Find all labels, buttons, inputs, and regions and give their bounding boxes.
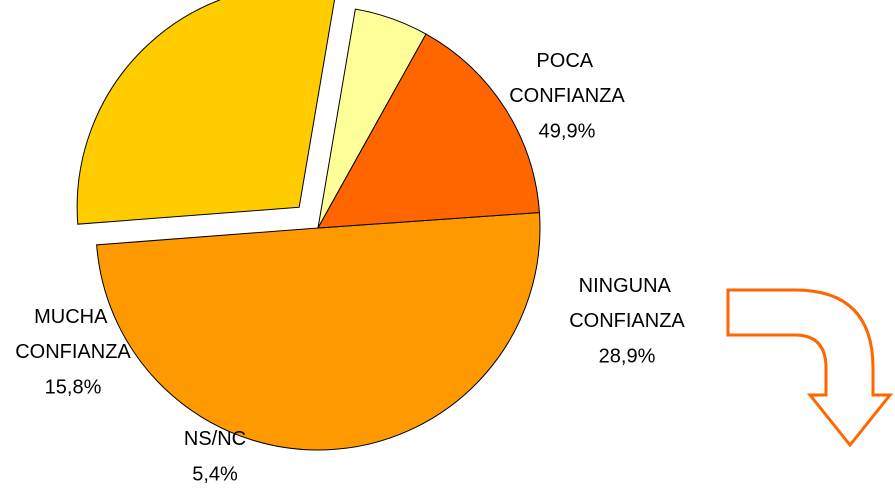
value-label: 15,8% xyxy=(45,376,102,398)
pie-slice xyxy=(76,0,336,225)
pie-slice xyxy=(317,33,540,229)
slice-label: NS/NC xyxy=(184,428,246,450)
pie-slice xyxy=(96,211,541,451)
value-label: 5,4% xyxy=(192,463,238,485)
slice-label: MUCHA CONFIANZA xyxy=(15,306,131,363)
arrow-icon xyxy=(726,288,894,448)
slice-label: POCA CONFIANZA xyxy=(509,50,625,107)
value-label: 28,9% xyxy=(599,345,656,367)
value-label: 49,9% xyxy=(539,120,596,142)
slice-label: NINGUNA CONFIANZA xyxy=(569,275,685,332)
